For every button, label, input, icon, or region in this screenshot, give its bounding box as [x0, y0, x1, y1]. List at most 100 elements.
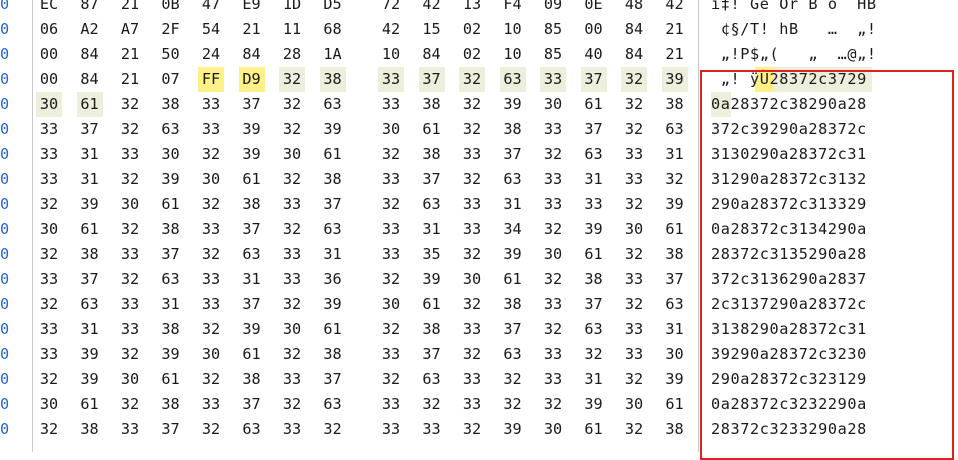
hex-byte[interactable]: 63 [422, 195, 441, 213]
hex-byte[interactable]: 61 [161, 195, 180, 213]
hex-byte[interactable]: 84 [242, 45, 261, 63]
ascii-text[interactable]: 372c3136290a2837 [711, 270, 867, 288]
hex-byte[interactable]: 39 [584, 220, 603, 238]
hex-byte[interactable]: F4 [503, 0, 522, 13]
hex-byte[interactable]: 31 [584, 170, 603, 188]
hex-byte[interactable]: 07 [161, 70, 180, 88]
hex-byte[interactable]: 30 [39, 395, 59, 413]
hex-byte[interactable]: 33 [624, 145, 644, 163]
hex-byte[interactable]: 37 [422, 345, 441, 363]
hex-byte[interactable]: 32 [503, 370, 522, 388]
hex-byte[interactable]: A2 [80, 20, 99, 38]
hex-byte[interactable]: 54 [201, 20, 221, 38]
hex-byte[interactable]: 39 [503, 95, 522, 113]
ascii-text[interactable]: ¢§/T! hB … „! [711, 20, 877, 38]
hex-byte[interactable]: 32 [201, 245, 221, 263]
hex-byte[interactable]: 61 [503, 270, 522, 288]
hex-byte[interactable]: 39 [80, 195, 99, 213]
hex-byte[interactable]: 38 [161, 395, 180, 413]
hex-byte[interactable]: 32 [201, 420, 221, 438]
hex-byte[interactable]: 39 [323, 295, 342, 313]
hex-byte[interactable]: 02 [462, 20, 482, 38]
hex-byte[interactable]: 39 [161, 170, 180, 188]
hex-byte[interactable]: 61 [80, 220, 99, 238]
hex-byte[interactable]: 30 [201, 170, 221, 188]
hex-byte[interactable]: 87 [80, 0, 99, 13]
hex-byte[interactable]: 63 [503, 345, 522, 363]
hex-byte[interactable]: 32 [543, 145, 563, 163]
hex-byte[interactable]: 63 [503, 170, 522, 188]
hex-byte[interactable]: 32 [459, 67, 485, 92]
hex-byte[interactable]: 35 [422, 245, 441, 263]
hex-byte[interactable]: 2F [161, 20, 180, 38]
hex-byte[interactable]: 28 [282, 45, 302, 63]
hex-byte[interactable]: 37 [242, 95, 261, 113]
hex-byte[interactable]: 32 [584, 345, 603, 363]
hex-byte[interactable]: 33 [39, 320, 59, 338]
hex-byte[interactable]: 32 [381, 195, 401, 213]
hex-byte[interactable]: 00 [39, 70, 59, 88]
hex-byte[interactable]: 47 [201, 0, 221, 13]
hex-byte[interactable]: 39 [661, 67, 688, 92]
hex-byte[interactable]: 42 [422, 0, 441, 13]
hex-byte[interactable]: 33 [381, 420, 401, 438]
hex-byte[interactable]: 37 [323, 370, 342, 388]
hex-byte[interactable]: 63 [242, 420, 261, 438]
hex-byte[interactable]: 40 [584, 45, 603, 63]
hex-byte[interactable]: 37 [161, 420, 180, 438]
hex-byte[interactable]: 32 [282, 295, 302, 313]
hex-byte[interactable]: D9 [238, 67, 265, 92]
ascii-text[interactable]: 0a28372c3134290a [711, 220, 867, 238]
hex-byte[interactable]: 37 [422, 170, 441, 188]
hex-byte[interactable]: 02 [462, 45, 482, 63]
hex-byte[interactable]: 61 [323, 145, 342, 163]
hex-byte[interactable]: 30 [543, 420, 563, 438]
hex-byte[interactable]: 21 [665, 20, 684, 38]
hex-byte[interactable]: 32 [39, 195, 59, 213]
hex-byte[interactable]: 33 [422, 420, 441, 438]
ascii-text[interactable]: 39290a28372c3230 [711, 345, 867, 363]
hex-byte[interactable]: 32 [282, 120, 302, 138]
hex-byte[interactable]: 32 [201, 195, 221, 213]
hex-byte[interactable]: 33 [462, 320, 482, 338]
hex-byte[interactable]: 39 [161, 345, 180, 363]
hex-byte[interactable]: 31 [242, 270, 261, 288]
hex-byte[interactable]: 38 [323, 345, 342, 363]
ascii-text[interactable]: 3130290a28372c31 [711, 145, 867, 163]
hex-byte[interactable]: 61 [665, 395, 684, 413]
hex-byte[interactable]: 33 [462, 370, 482, 388]
hex-byte[interactable]: 32 [201, 145, 221, 163]
hex-byte[interactable]: 31 [665, 145, 684, 163]
hex-byte[interactable]: 38 [665, 420, 684, 438]
hex-byte[interactable]: 63 [323, 95, 342, 113]
hex-byte[interactable]: 30 [201, 345, 221, 363]
hex-byte[interactable]: 32 [120, 95, 140, 113]
hex-byte[interactable]: 33 [282, 420, 302, 438]
hex-byte[interactable]: 33 [282, 270, 302, 288]
hex-byte[interactable]: 30 [36, 92, 62, 117]
hex-byte[interactable]: 30 [462, 270, 482, 288]
ascii-text[interactable]: „! ÿÙ28372c3729 [711, 70, 867, 88]
hex-byte[interactable]: 30 [120, 195, 140, 213]
hex-byte[interactable]: A7 [120, 20, 140, 38]
hex-byte[interactable]: 30 [543, 245, 563, 263]
hex-byte[interactable]: 33 [120, 295, 140, 313]
hex-byte[interactable]: 32 [624, 370, 644, 388]
hex-byte[interactable]: 63 [323, 395, 342, 413]
hex-byte[interactable]: 68 [323, 20, 342, 38]
hex-byte[interactable]: 32 [462, 120, 482, 138]
ascii-text[interactable]: 3138290a28372c31 [711, 320, 867, 338]
hex-byte[interactable]: 15 [422, 20, 441, 38]
hex-byte[interactable]: 38 [503, 120, 522, 138]
hex-byte[interactable]: 84 [624, 45, 644, 63]
hex-byte[interactable]: 32 [624, 95, 644, 113]
hex-byte[interactable]: D5 [323, 0, 342, 13]
hex-byte[interactable]: 37 [580, 67, 607, 92]
ascii-text[interactable]: 28372c3233290a28 [711, 420, 867, 438]
hex-byte[interactable]: 31 [161, 295, 180, 313]
hex-byte[interactable]: FF [198, 67, 224, 92]
hex-byte[interactable]: 33 [584, 195, 603, 213]
ascii-text[interactable]: î‡! Gé Õr B ô HB [711, 0, 877, 13]
ascii-text[interactable]: 290a28372c323129 [711, 370, 867, 388]
